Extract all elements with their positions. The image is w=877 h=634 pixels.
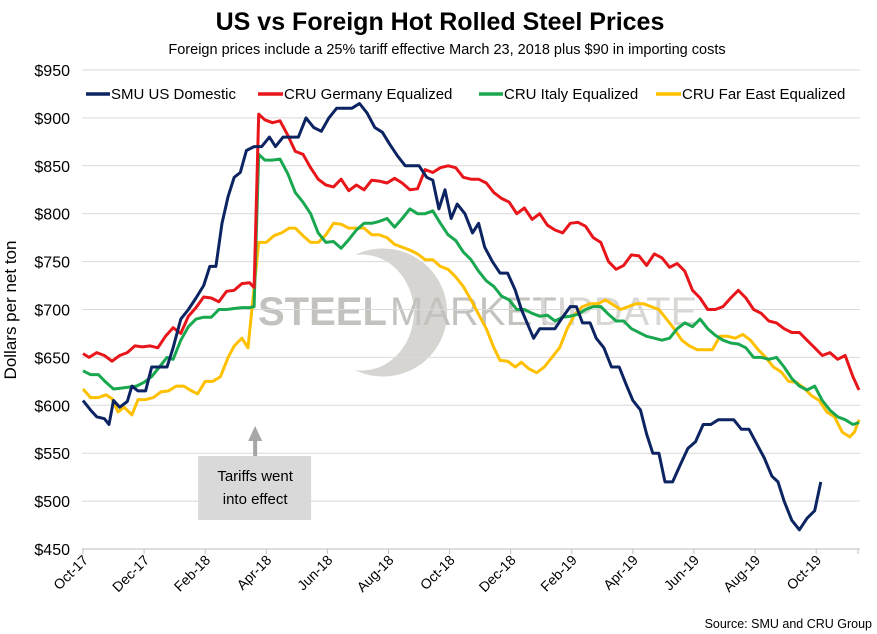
- gridlines: [82, 69, 860, 550]
- chart-title: US vs Foreign Hot Rolled Steel Prices: [216, 8, 665, 36]
- x-tick-label: Apr-19: [600, 552, 641, 593]
- x-tick-label: Dec-18: [476, 552, 519, 595]
- series-line-cru-germany-equalized: [82, 112, 861, 391]
- x-tick-label: Oct-19: [783, 552, 824, 593]
- y-tick-label: $650: [34, 350, 70, 367]
- annotation-text-line1: Tariffs went: [217, 468, 293, 485]
- annotation-text-line2: into effect: [223, 491, 289, 508]
- y-tick-label: $600: [34, 398, 70, 415]
- x-tick-label: Dec-17: [109, 552, 152, 595]
- y-axis-ticks: $450 $500 $550 $600 $650 $700 $750 $800 $850 $900…: [34, 63, 70, 559]
- legend-label-cru-italy: CRU Italy Equalized: [504, 86, 638, 103]
- series-line-smu-us-domestic: [81, 102, 823, 532]
- x-tick-label: Oct-18: [417, 552, 458, 593]
- series-line-cru-far-east-equalized: [81, 221, 861, 439]
- series-line-cru-italy-equalized: [82, 152, 860, 426]
- source-note: Source: SMU and CRU Group: [705, 617, 872, 631]
- legend: SMU US Domestic CRU Germany Equalized CR…: [86, 86, 845, 103]
- legend-label-cru-germany: CRU Germany Equalized: [284, 86, 452, 103]
- y-axis-label: Dollars per net ton: [1, 241, 20, 380]
- x-tick-label: Feb-19: [537, 552, 580, 595]
- x-tick-label: Jun-19: [661, 552, 703, 594]
- chart-subtitle: Foreign prices include a 25% tariff effe…: [168, 42, 725, 58]
- tariff-annotation: Tariffs went into effect: [198, 426, 312, 520]
- y-tick-label: $550: [34, 446, 70, 463]
- y-tick-label: $950: [34, 63, 70, 80]
- watermark-crescent-icon: [355, 248, 448, 377]
- legend-label-cru-far-east: CRU Far East Equalized: [682, 86, 845, 103]
- x-tick-label: Aug-18: [353, 552, 396, 595]
- series-lines: [81, 102, 861, 532]
- y-tick-label: $450: [34, 542, 70, 559]
- watermark-word-steel: STEEL: [258, 290, 387, 334]
- x-axis: Oct-17 Dec-17 Feb-18 Apr-18 Jun-18 Aug-18 Oct-…: [50, 549, 859, 595]
- x-tick-label: Feb-18: [171, 552, 214, 595]
- y-tick-label: $800: [34, 207, 70, 224]
- y-tick-label: $500: [34, 494, 70, 511]
- y-tick-label: $900: [34, 111, 70, 128]
- x-tick-label: Jun-18: [294, 552, 336, 594]
- annotation-arrow-up-icon: [248, 426, 263, 441]
- y-tick-label: $700: [34, 303, 70, 320]
- y-tick-label: $750: [34, 255, 70, 272]
- legend-label-smu-us-domestic: SMU US Domestic: [111, 86, 237, 103]
- y-tick-label: $850: [34, 159, 70, 176]
- x-tick-label: Apr-18: [233, 552, 274, 593]
- annotation-box: [198, 456, 312, 520]
- x-tick-label: Aug-19: [720, 552, 763, 595]
